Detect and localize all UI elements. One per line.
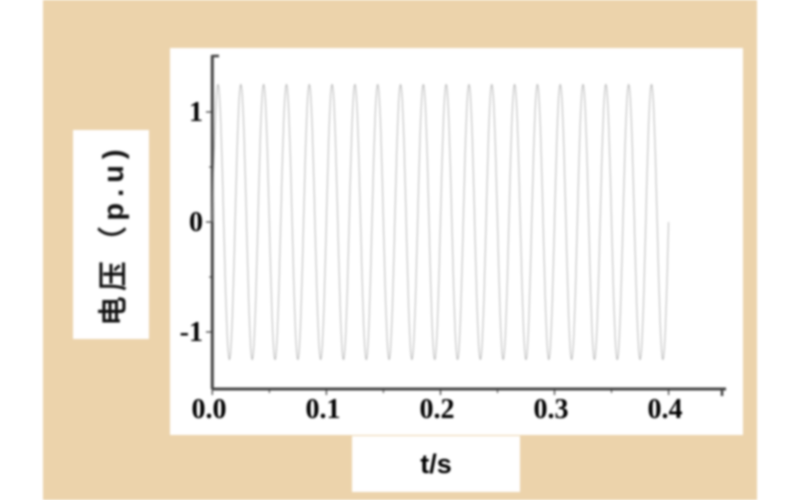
svg-text:0.4: 0.4 [648,394,683,425]
svg-text:1: 1 [189,97,203,128]
svg-text:0.2: 0.2 [420,394,455,425]
svg-text:0.1: 0.1 [306,394,341,425]
svg-text:0.0: 0.0 [192,394,227,425]
svg-text:0.3: 0.3 [534,394,569,425]
svg-text:-1: -1 [180,317,203,348]
svg-text:0: 0 [189,207,203,238]
